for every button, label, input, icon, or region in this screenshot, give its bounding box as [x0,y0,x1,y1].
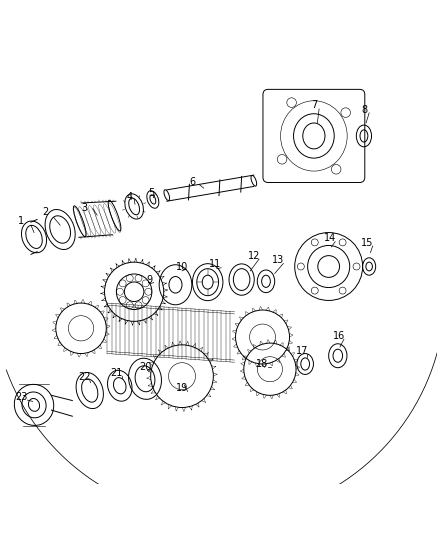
Text: 17: 17 [296,346,308,357]
Text: 7: 7 [311,100,318,110]
Text: 16: 16 [332,331,345,341]
Text: 11: 11 [208,260,221,269]
Text: 5: 5 [148,188,155,198]
Text: 21: 21 [110,368,123,378]
Text: 2: 2 [42,207,48,217]
Text: 13: 13 [272,255,284,265]
Text: 10: 10 [176,262,188,271]
Text: 1: 1 [18,216,24,226]
Text: 8: 8 [362,105,368,115]
Text: 19: 19 [176,383,188,393]
Text: 9: 9 [146,274,152,285]
Text: 14: 14 [324,233,336,243]
Text: 6: 6 [190,176,196,187]
Text: 18: 18 [256,359,268,369]
Text: 15: 15 [361,238,373,247]
Text: 12: 12 [247,251,260,261]
Text: 3: 3 [81,203,87,213]
Text: 22: 22 [78,373,90,383]
Text: 23: 23 [15,392,27,402]
Text: 4: 4 [127,192,133,202]
Text: 20: 20 [139,361,151,372]
